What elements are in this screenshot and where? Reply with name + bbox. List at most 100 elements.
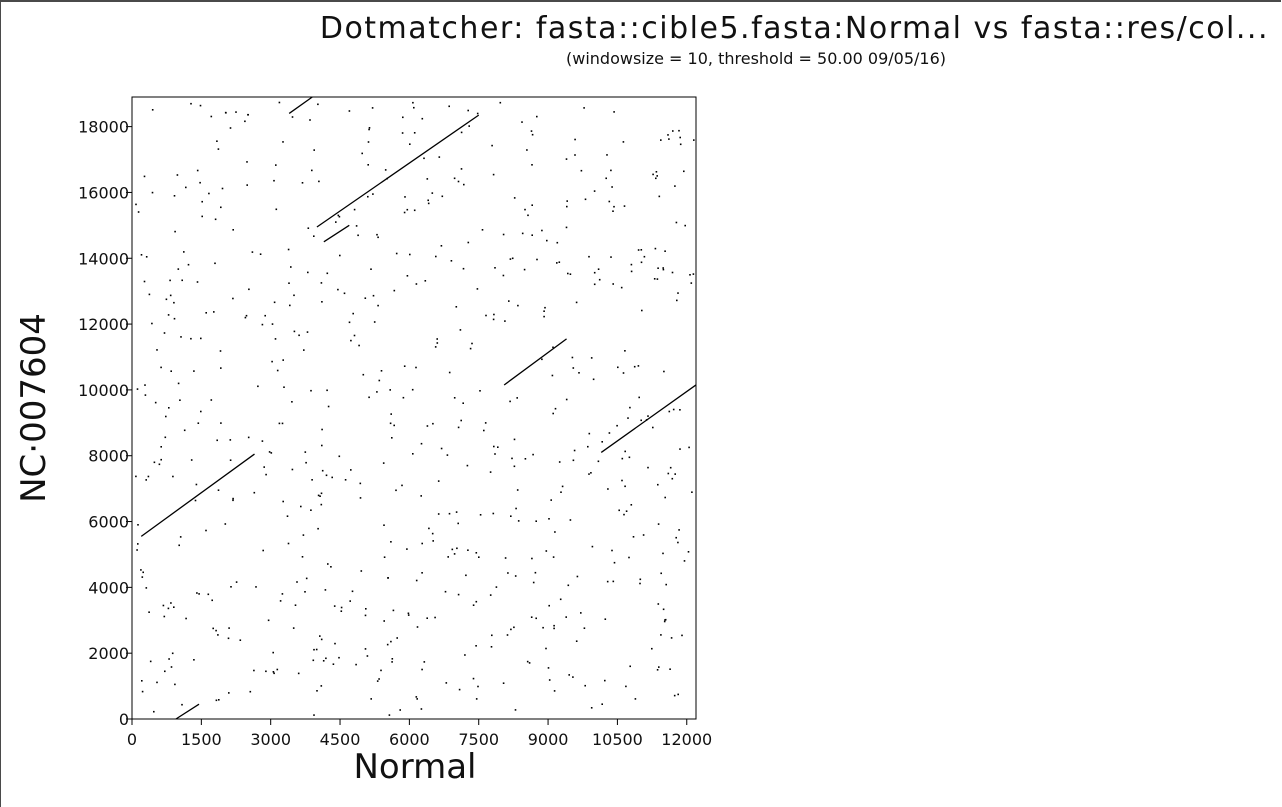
noise-dot — [331, 476, 333, 479]
noise-dot — [393, 424, 395, 427]
noise-dot — [196, 281, 199, 283]
noise-dot — [677, 693, 679, 696]
noise-dot — [338, 215, 341, 218]
noise-dot — [244, 120, 246, 123]
noise-dot — [436, 342, 439, 344]
noise-dot — [415, 283, 418, 285]
noise-dot — [239, 639, 242, 641]
noise-dot — [499, 101, 502, 104]
noise-dot — [542, 626, 544, 629]
noise-dot — [296, 581, 298, 583]
noise-dot — [436, 338, 438, 340]
noise-dot — [416, 698, 418, 700]
noise-dot — [372, 193, 374, 195]
noise-dot — [679, 143, 682, 146]
noise-dot — [287, 248, 290, 251]
noise-dot — [624, 485, 626, 488]
noise-dot — [199, 104, 202, 107]
noise-dot — [148, 293, 151, 296]
noise-dot — [255, 586, 257, 588]
noise-dot — [402, 116, 404, 119]
noise-dot — [657, 603, 660, 605]
noise-dot — [362, 373, 365, 376]
noise-dot — [350, 339, 352, 342]
noise-dot — [658, 666, 660, 668]
noise-dot — [160, 366, 162, 369]
noise-dot — [311, 169, 313, 172]
noise-dot — [575, 640, 578, 642]
noise-dot — [448, 371, 451, 374]
noise-dot — [406, 548, 408, 550]
noise-dot — [643, 255, 646, 258]
x-tick-label: 7500 — [458, 730, 499, 749]
noise-dot — [309, 119, 311, 121]
noise-dot — [420, 442, 423, 445]
noise-dot — [656, 278, 659, 280]
noise-dot — [426, 178, 429, 180]
noise-dot — [627, 417, 629, 419]
noise-dot — [565, 398, 568, 401]
noise-dot — [459, 329, 462, 331]
noise-dot — [225, 112, 227, 114]
noise-dot — [608, 432, 611, 434]
noise-dot — [293, 294, 295, 297]
noise-dot — [489, 471, 492, 473]
noise-dot — [383, 556, 386, 558]
noise-dot — [361, 152, 363, 155]
noise-dot — [471, 342, 473, 345]
noise-dot — [151, 109, 154, 111]
noise-dot — [690, 282, 693, 284]
noise-dot — [592, 378, 595, 381]
noise-dot — [228, 627, 230, 629]
noise-dot — [427, 202, 430, 205]
noise-dot — [693, 139, 695, 141]
noise-dot — [140, 569, 142, 571]
noise-dot — [517, 520, 520, 522]
noise-dot — [678, 129, 680, 132]
noise-dot — [253, 491, 256, 494]
noise-dot — [151, 322, 153, 325]
noise-dot — [248, 288, 250, 291]
noise-dot — [351, 590, 354, 593]
y-tick-label: 6000 — [88, 513, 129, 532]
noise-dot — [282, 359, 284, 361]
noise-dot — [485, 314, 487, 317]
noise-dot — [623, 205, 626, 207]
noise-dot — [641, 309, 643, 312]
noise-dot — [272, 651, 274, 654]
noise-dot — [457, 426, 460, 429]
noise-dot — [458, 688, 461, 691]
noise-dot — [220, 206, 222, 209]
noise-dot — [348, 321, 351, 324]
noise-dot — [211, 599, 213, 602]
noise-dot — [434, 616, 436, 619]
noise-dot — [511, 257, 514, 260]
noise-dot — [491, 634, 493, 637]
x-tick-label: 12000 — [661, 730, 712, 749]
noise-dot — [467, 549, 469, 551]
noise-dot — [455, 511, 458, 513]
noise-dot — [293, 330, 296, 333]
noise-dot — [566, 200, 568, 202]
noise-dot — [224, 523, 227, 525]
noise-dot — [136, 549, 138, 551]
noise-dot — [406, 208, 409, 211]
noise-dot — [313, 714, 315, 716]
noise-dot — [185, 186, 187, 189]
noise-dot — [304, 591, 306, 593]
noise-dot — [657, 483, 659, 486]
match-segment — [503, 338, 567, 386]
noise-dot — [384, 169, 387, 171]
noise-dot — [148, 611, 150, 613]
noise-dot — [437, 480, 440, 482]
noise-dot — [317, 494, 320, 497]
noise-dot — [332, 663, 335, 665]
noise-dot — [575, 301, 578, 304]
noise-dot — [492, 512, 495, 515]
noise-dot — [611, 186, 613, 188]
noise-dot — [352, 312, 354, 315]
noise-dot — [551, 374, 554, 377]
noise-dot — [232, 297, 234, 300]
